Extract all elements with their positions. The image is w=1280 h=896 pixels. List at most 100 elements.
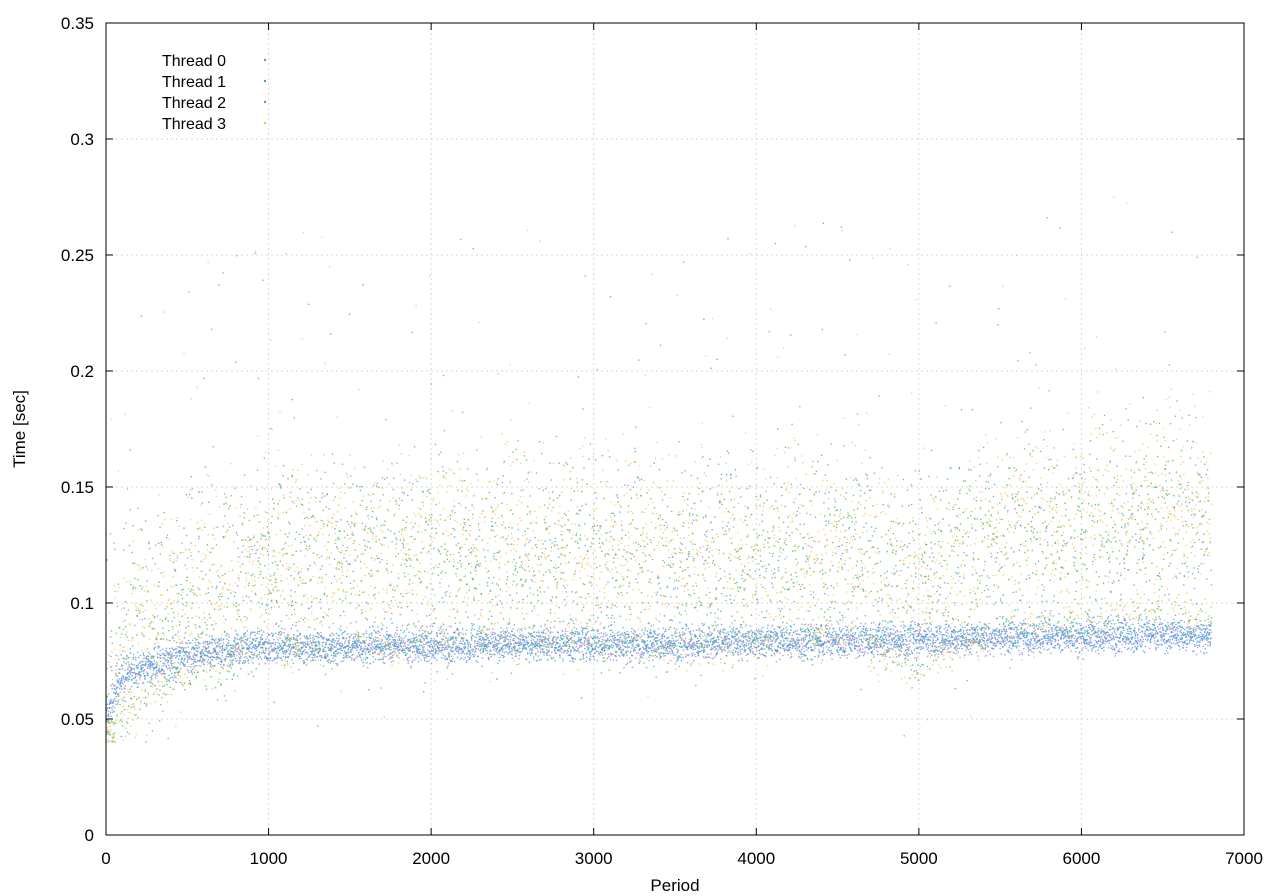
data-point xyxy=(1193,632,1196,634)
data-point xyxy=(268,642,271,644)
data-point xyxy=(147,674,150,677)
data-point xyxy=(563,651,565,654)
data-point xyxy=(362,651,364,653)
data-point xyxy=(366,636,368,639)
data-point xyxy=(1179,619,1182,622)
data-point xyxy=(127,661,129,663)
data-point xyxy=(122,628,124,631)
data-point xyxy=(878,646,880,649)
data-point xyxy=(329,333,332,335)
data-point xyxy=(369,649,371,651)
data-point xyxy=(796,637,799,639)
data-point xyxy=(979,634,982,637)
data-point xyxy=(494,632,497,634)
data-point xyxy=(523,641,525,643)
data-point xyxy=(606,532,609,534)
data-point xyxy=(554,537,557,540)
data-point xyxy=(431,639,433,642)
data-point xyxy=(295,639,297,641)
data-point xyxy=(392,660,395,663)
data-point xyxy=(128,676,131,678)
data-point xyxy=(403,630,406,632)
data-point xyxy=(863,653,866,656)
data-point xyxy=(1154,642,1156,645)
data-point xyxy=(111,702,114,704)
data-point xyxy=(521,650,523,653)
data-point xyxy=(460,657,463,659)
data-point xyxy=(1193,587,1196,590)
data-point xyxy=(430,643,432,646)
data-point xyxy=(494,645,497,647)
data-point xyxy=(319,659,322,662)
data-point xyxy=(136,673,139,676)
data-point xyxy=(512,633,514,636)
data-point xyxy=(462,640,465,642)
data-point xyxy=(403,651,405,654)
data-point xyxy=(382,661,385,664)
data-point xyxy=(988,622,990,625)
data-point xyxy=(996,551,999,554)
data-point xyxy=(310,642,313,644)
data-point xyxy=(356,640,359,642)
data-point xyxy=(442,654,445,656)
data-point xyxy=(548,649,550,652)
data-point xyxy=(588,639,590,641)
data-point xyxy=(269,651,272,653)
data-point xyxy=(428,655,431,658)
data-point xyxy=(421,652,423,655)
data-point xyxy=(610,633,612,636)
data-point xyxy=(858,638,861,641)
data-point xyxy=(501,502,503,505)
data-point xyxy=(634,657,637,659)
data-point xyxy=(386,630,388,633)
data-point xyxy=(331,648,334,650)
data-point xyxy=(206,661,208,663)
data-point xyxy=(109,699,111,702)
data-point xyxy=(1125,492,1128,495)
data-point xyxy=(115,690,118,693)
data-point xyxy=(585,627,588,630)
data-point xyxy=(526,651,529,654)
data-point xyxy=(203,640,205,643)
data-point xyxy=(333,646,336,648)
data-point xyxy=(133,664,136,666)
data-point xyxy=(1174,643,1176,645)
data-point xyxy=(127,672,129,674)
data-point xyxy=(323,636,326,639)
data-point xyxy=(1153,619,1156,621)
data-point xyxy=(800,651,802,653)
data-point xyxy=(156,615,159,617)
data-point xyxy=(381,627,383,630)
data-point xyxy=(771,650,774,652)
data-point xyxy=(782,647,785,650)
data-point xyxy=(1069,642,1072,645)
data-point xyxy=(451,657,454,660)
data-point xyxy=(166,536,168,539)
data-point xyxy=(287,648,290,650)
data-point xyxy=(674,631,677,633)
data-point xyxy=(443,624,445,626)
data-point xyxy=(827,636,830,639)
data-point xyxy=(557,649,559,651)
data-point xyxy=(128,670,131,672)
data-point xyxy=(537,638,539,640)
data-point xyxy=(167,661,169,664)
data-point xyxy=(256,637,259,640)
data-point xyxy=(513,640,515,642)
data-point xyxy=(525,636,528,639)
data-point xyxy=(361,653,364,655)
data-point xyxy=(464,523,466,526)
data-point xyxy=(524,580,527,583)
data-point xyxy=(214,648,217,651)
data-point xyxy=(305,635,308,637)
data-point xyxy=(1027,647,1030,649)
data-point xyxy=(473,635,475,638)
data-point xyxy=(477,618,480,620)
data-point xyxy=(939,645,941,647)
data-point xyxy=(617,634,619,637)
data-point xyxy=(520,642,523,644)
data-point xyxy=(936,637,939,639)
data-point xyxy=(416,480,419,483)
data-point xyxy=(264,655,266,657)
data-point xyxy=(131,679,133,681)
